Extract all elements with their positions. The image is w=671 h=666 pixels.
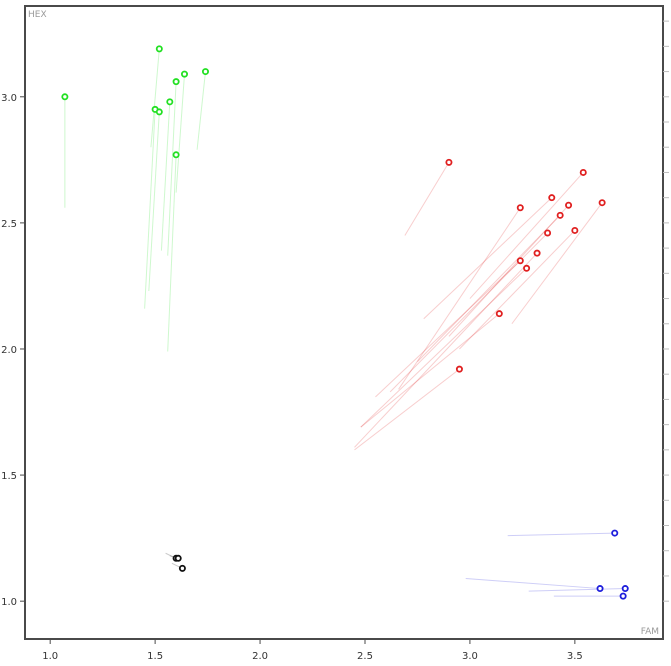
y-tick-label: 2.0 [1,345,17,356]
trail-lines [64,48,626,597]
axis-ticks: 1.0 1.5 2.0 2.5 3.0 3.5 1.0 1.5 2.0 2.5 3.0 [1,93,583,662]
trail-line [148,111,160,292]
trail-line [511,202,603,325]
data-point [516,204,524,212]
trail-line [423,197,553,320]
data-point [579,168,587,176]
data-point [544,229,552,237]
trail-line [389,232,548,393]
data-point [621,585,629,593]
data-point [172,151,180,159]
data-point [598,199,606,207]
data-point [155,45,163,53]
y-tick-label: 2.5 [1,219,17,230]
trail-line [354,252,538,448]
x-tick-label: 1.0 [42,651,58,662]
right-edge-ticks [663,20,669,602]
x-tick-label: 1.5 [147,651,163,662]
data-point [556,211,564,219]
trail-line [528,588,626,592]
trail-line [398,207,521,390]
trail-line [167,81,177,256]
trail-line [375,260,521,398]
data-points [61,45,629,600]
data-point [619,592,627,600]
trail-line [354,368,460,451]
data-point [166,98,174,106]
data-point [445,158,453,166]
y-tick-label: 1.0 [1,597,17,608]
trail-line [360,267,527,428]
x-tick-label: 2.0 [252,651,268,662]
data-point [523,264,531,272]
trail-line [465,577,601,590]
data-point [533,249,541,257]
data-point [155,108,163,116]
x-axis-label: FAM [641,627,659,637]
data-point [516,257,524,265]
data-point [548,194,556,202]
data-point [455,365,463,373]
x-tick-label: 3.0 [462,651,478,662]
trail-line [459,230,576,350]
trail-line [469,172,584,299]
data-point [571,226,579,234]
trail-line [417,214,561,362]
trail-line [175,74,185,193]
trail-line [150,48,160,148]
data-point [495,310,503,318]
x-tick-label: 3.5 [567,651,583,662]
data-point [611,529,619,537]
y-tick-label: 3.0 [1,93,17,104]
trail-line [507,532,615,537]
trail-line [404,162,450,236]
plot-frame [24,5,664,640]
data-point [180,70,188,78]
data-point [596,585,604,593]
trail-line [144,109,156,309]
data-point [565,201,573,209]
trail-line [160,101,171,251]
trail-line [360,313,500,428]
trail-line [448,204,569,337]
x-tick-label: 2.5 [357,651,373,662]
trail-line [167,154,177,352]
data-point [172,78,180,86]
y-axis-label: HEX [28,10,47,20]
data-point [174,554,182,562]
data-point [178,564,186,572]
data-point [201,68,209,76]
trail-line [196,71,206,150]
y-tick-label: 1.5 [1,471,17,482]
data-point [61,93,69,101]
